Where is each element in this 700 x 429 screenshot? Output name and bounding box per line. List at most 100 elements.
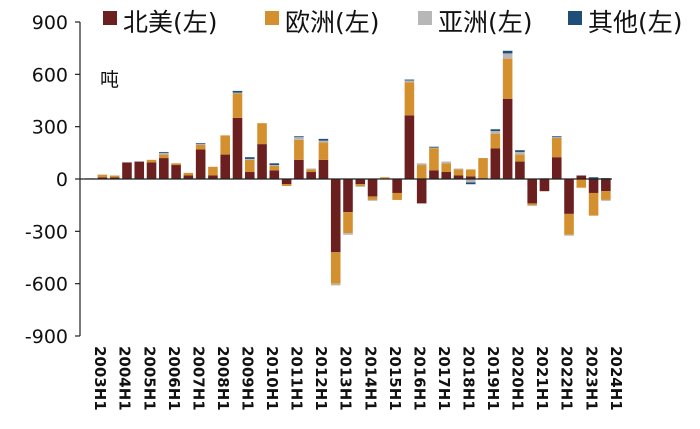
- bar-segment: [232, 117, 243, 179]
- bar-segment: [564, 234, 574, 236]
- bar-segment: [392, 179, 402, 193]
- bar-segment: [502, 53, 513, 59]
- bar-segment: [490, 131, 501, 134]
- x-tick-label: 2010H1: [263, 346, 281, 411]
- y-tick-label: 900: [32, 12, 68, 34]
- bar-segment: [109, 177, 120, 179]
- bar-segment: [281, 184, 292, 186]
- bar-segment: [564, 213, 574, 235]
- bar-segment: [232, 92, 243, 94]
- legend-swatch: [418, 11, 432, 25]
- bar-segment: [159, 158, 169, 179]
- legend: 北美(左) 欧洲(左) 亚洲(左) 其他(左): [103, 8, 683, 37]
- bar-segment: [502, 50, 513, 54]
- bar-segment: [269, 165, 280, 166]
- bar-segment: [195, 144, 206, 150]
- bar-segment: [539, 179, 550, 192]
- bar-segment: [416, 163, 427, 166]
- bar-segment: [330, 283, 341, 286]
- bar-segment: [576, 179, 587, 188]
- series-1: [97, 58, 611, 284]
- bar-segment: [404, 82, 415, 116]
- x-tick-label: 2007H1: [189, 346, 207, 411]
- bar-segment: [159, 154, 169, 159]
- bar-segment: [453, 169, 464, 176]
- bar-segment: [244, 157, 255, 159]
- legend-swatch: [265, 11, 279, 25]
- y-tick-label: -900: [25, 326, 68, 348]
- bar-segment: [515, 150, 525, 152]
- bar-segment: [343, 179, 353, 213]
- y-unit-label: 吨: [100, 69, 119, 91]
- bar-segment: [159, 152, 169, 155]
- x-tick-label: 2013H1: [337, 346, 355, 411]
- legend-label: 北美(左): [123, 8, 218, 37]
- x-tick-label: 2023H1: [582, 346, 600, 411]
- bar-segment: [220, 154, 230, 179]
- x-tick-label: 2006H1: [165, 346, 183, 411]
- y-tick-label: 600: [32, 64, 68, 86]
- bar-segment: [601, 179, 611, 192]
- bar-segment: [429, 146, 439, 148]
- bar-segment: [343, 212, 353, 234]
- bar-segment: [318, 159, 329, 179]
- bar-segment: [478, 158, 488, 179]
- bar-segment: [416, 165, 427, 179]
- x-tick-label: 2005H1: [140, 346, 158, 411]
- bar-segment: [355, 179, 366, 185]
- bar-segment: [109, 175, 120, 178]
- x-tick-label: 2012H1: [312, 346, 330, 411]
- bar-segment: [527, 203, 537, 206]
- x-tick-label: 2009H1: [239, 346, 257, 411]
- bar-segment: [134, 161, 145, 179]
- bar-segment: [318, 142, 329, 160]
- bar-segment: [330, 252, 341, 284]
- bar-segment: [355, 184, 366, 186]
- y-tick-label: -300: [25, 221, 68, 243]
- bar-segment: [490, 148, 501, 179]
- legend-label: 欧洲(左): [285, 8, 380, 37]
- bar-segment: [306, 168, 316, 170]
- bar-segment: [527, 179, 537, 204]
- x-tick-label: 2024H1: [607, 346, 625, 411]
- bar-segment: [294, 137, 304, 140]
- x-tick-label: 2014H1: [361, 346, 379, 411]
- x-tick-label: 2021H1: [533, 346, 551, 411]
- bar-segment: [97, 177, 108, 179]
- bar-segment: [367, 199, 378, 201]
- bar-segment: [429, 147, 439, 149]
- bar-segment: [441, 161, 452, 164]
- bar-segment: [97, 174, 108, 178]
- y-axis: 900 600 300 0 -300 -600 -900: [25, 12, 81, 348]
- bar-segment: [367, 179, 378, 197]
- bar-segment: [490, 133, 501, 149]
- bar-segment: [466, 179, 476, 183]
- bar-segment: [244, 158, 255, 160]
- series-0: [97, 98, 611, 253]
- bar-series-group: [85, 50, 611, 286]
- bar-segment: [159, 151, 169, 153]
- bar-segment: [294, 159, 304, 179]
- bar-segment: [551, 138, 562, 158]
- bar-segment: [429, 148, 439, 171]
- bar-segment: [269, 163, 280, 166]
- bar-segment: [220, 135, 230, 155]
- bar-segment: [564, 179, 574, 214]
- bar-segment: [515, 161, 525, 179]
- y-tick-label: 300: [32, 117, 68, 139]
- bar-segment: [257, 123, 267, 145]
- legend-swatch: [568, 11, 582, 25]
- x-tick-label: 2018H1: [460, 346, 478, 411]
- x-tick-label: 2017H1: [435, 346, 453, 411]
- bar-segment: [208, 175, 218, 179]
- bar-segment: [281, 179, 292, 185]
- series-2: [85, 53, 611, 286]
- bar-segment: [195, 144, 206, 145]
- bar-segment: [601, 191, 611, 200]
- bar-segment: [171, 163, 181, 166]
- bar-segment: [318, 140, 329, 143]
- x-tick-label: 2019H1: [484, 346, 502, 411]
- bar-segment: [269, 165, 280, 171]
- bar-segment: [453, 168, 464, 170]
